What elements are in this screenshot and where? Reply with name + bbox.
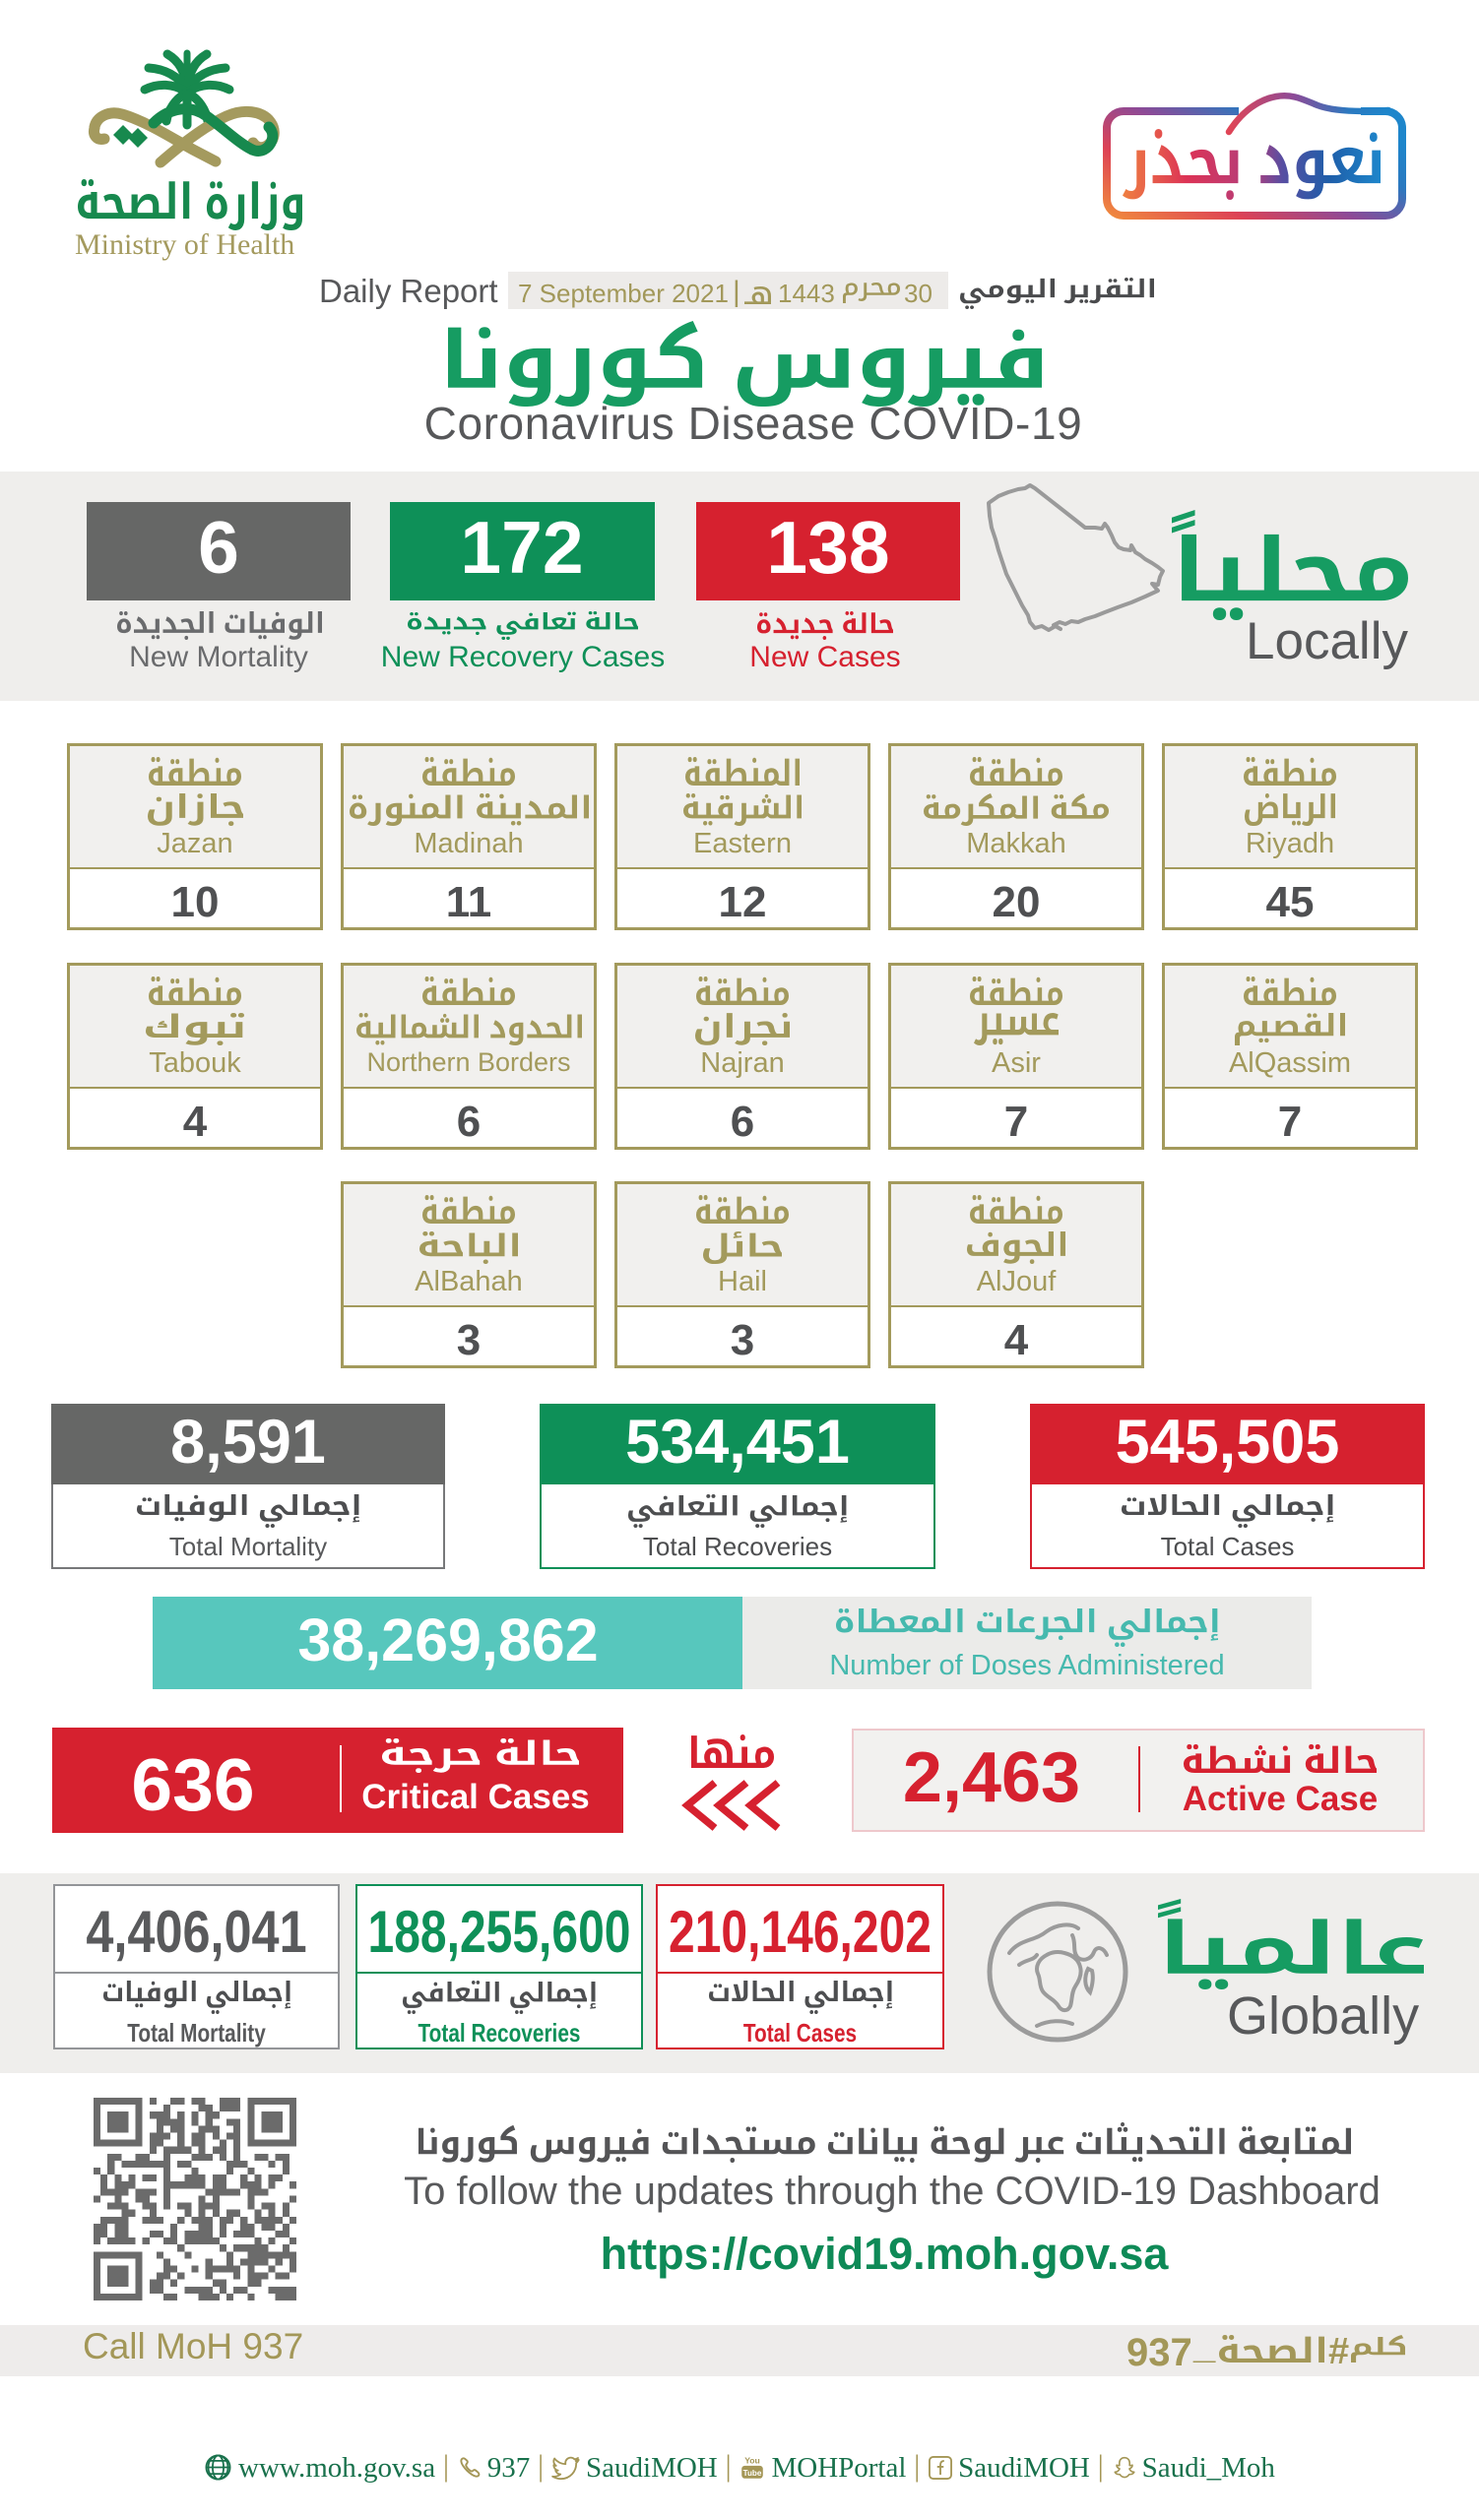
svg-text:You: You [745,2456,761,2466]
svg-text:Tube: Tube [743,2469,762,2478]
